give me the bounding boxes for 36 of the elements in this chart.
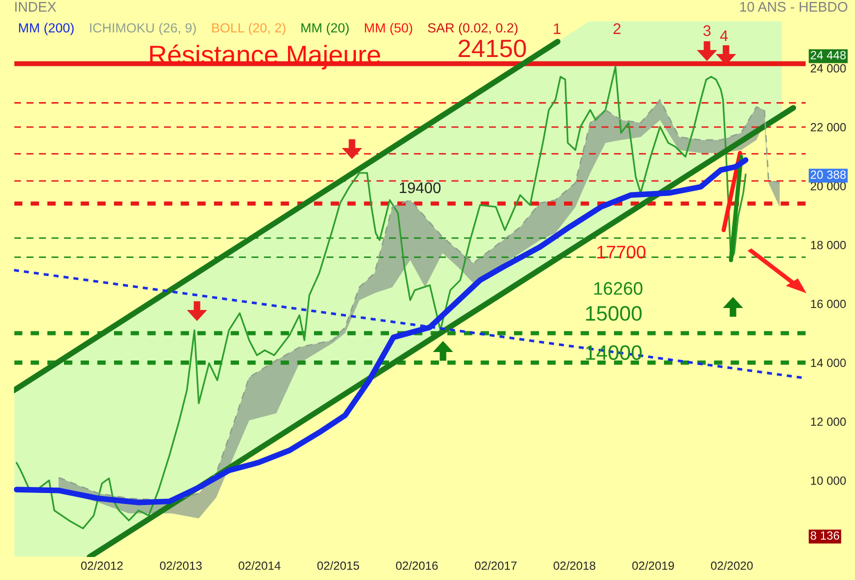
y-tick-label: 14 000 xyxy=(811,358,846,368)
x-tick-label: 02/2019 xyxy=(632,561,674,570)
legend-label: BOLL (20, 2) xyxy=(212,22,286,36)
text: ICHIMOKU (26, 9) xyxy=(90,22,196,36)
ref-line-label: 24150 xyxy=(458,40,526,58)
x-tick-label: 02/2020 xyxy=(710,561,753,570)
x-tick-label: 02/2013 xyxy=(160,561,202,570)
legend-label: MM (50) xyxy=(364,22,412,36)
x-tick-label: 02/2016 xyxy=(396,561,438,570)
ref-line-label: 15000 xyxy=(586,306,642,321)
y-tick-label: 8 136 xyxy=(810,531,840,540)
x-tick-label: 02/2015 xyxy=(317,561,360,570)
annotation: 2 xyxy=(614,23,620,34)
x-tick-label: 02/2014 xyxy=(238,561,281,570)
ref-line-label: 19400 xyxy=(400,182,441,194)
annotation: 1 xyxy=(554,23,561,34)
y-tick-label: 24 000 xyxy=(810,64,846,73)
x-tick-label: 02/2012 xyxy=(81,561,123,570)
y-tick-label: 18 000 xyxy=(811,240,846,250)
annotation: 17700 xyxy=(597,246,646,259)
chart-title: INDEX xyxy=(15,2,56,12)
y-tick-label: 22 000 xyxy=(810,123,846,132)
y-tick-label: 20 388 xyxy=(810,170,846,179)
x-tick-label: 02/2018 xyxy=(554,561,596,570)
legend-label: MM (20) xyxy=(301,22,349,36)
y-tick-label: 12 000 xyxy=(811,418,846,426)
legend-label: SAR (0.02, 0.2) xyxy=(428,22,518,36)
text: MM (200) xyxy=(19,22,74,36)
y-tick-label: 24 448 xyxy=(810,50,846,60)
annotation: 3 xyxy=(703,25,711,36)
annotation: 4 xyxy=(720,30,728,41)
y-tick-label: 16 000 xyxy=(811,300,846,308)
annotation: 16260 xyxy=(594,282,642,295)
x-tick-label: 02/2017 xyxy=(474,561,517,570)
chart-subtitle: 10 ANS - HEBDO xyxy=(740,2,848,12)
y-tick-label: 10 000 xyxy=(811,476,846,485)
